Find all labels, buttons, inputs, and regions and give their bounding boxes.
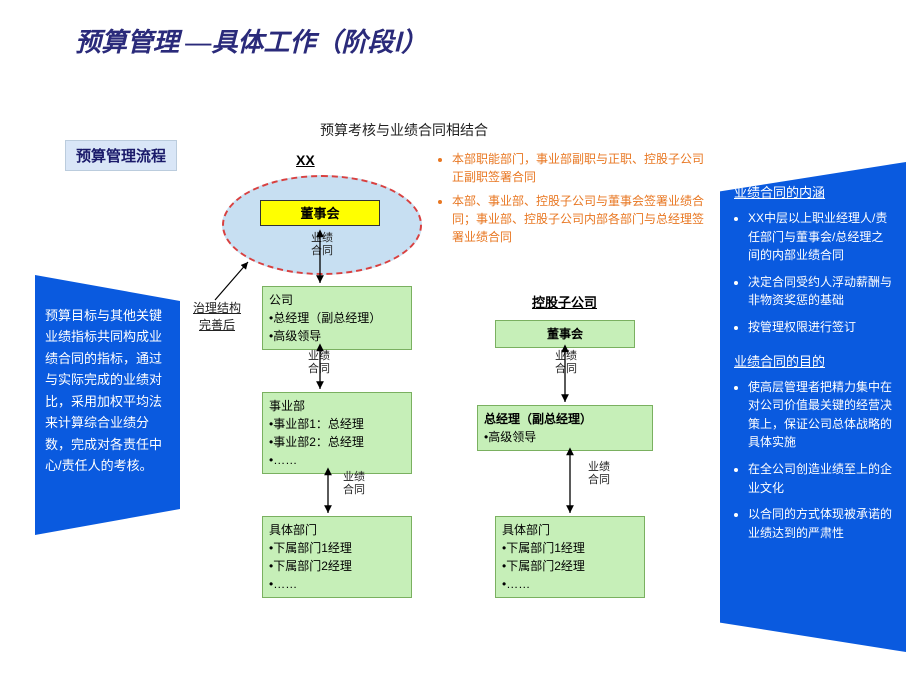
perf-contract-label-5: 业绩合同 [583, 461, 615, 487]
right-section-title-2: 业绩合同的目的 [734, 351, 894, 370]
flow-process-label: 预算管理流程 [65, 140, 177, 171]
subsidiary-board-box: 董事会 [495, 320, 635, 348]
governance-label: 治理结构完善后 [193, 300, 241, 334]
board-of-directors-box: 董事会 [260, 200, 380, 226]
gm-line-1: •高级领导 [484, 428, 646, 446]
perf-contract-label-2: 业绩合同 [303, 350, 335, 376]
right-bullet-2a: 使高层管理者把精力集中在对公司价值最关键的经营决策上，保证公司总体战略的具体实施 [748, 378, 894, 452]
subtitle: 预算考核与业绩合同相结合 [320, 120, 488, 140]
dept-header-left: 具体部门 [269, 521, 405, 539]
perf-contract-label-3: 业绩合同 [338, 471, 370, 497]
dept-box-left: 具体部门 •下属部门1经理 •下属部门2经理 •…… [262, 516, 412, 598]
orange-bullets: 本部职能部门，事业部副职与正职、控股子公司正副职签署合同 本部、事业部、控股子公… [438, 150, 708, 252]
dept-line-l3: •…… [269, 575, 405, 593]
orange-bullet-2: 本部、事业部、控股子公司与董事会签署业绩合同；事业部、控股子公司内部各部门与总经… [452, 192, 708, 246]
gm-header: 总经理（副总经理） [484, 410, 646, 428]
division-line-1: •事业部1：总经理 [269, 415, 405, 433]
subsidiary-label: 控股子公司 [532, 292, 597, 311]
right-section-title-1: 业绩合同的内涵 [734, 182, 894, 201]
perf-contract-label-1: 业绩合同 [306, 232, 338, 258]
division-line-2: •事业部2：总经理 [269, 433, 405, 451]
dept-header-right: 具体部门 [502, 521, 638, 539]
right-bullet-1b: 决定合同受约人浮动薪酬与非物资奖惩的基础 [748, 273, 894, 310]
orange-bullet-1: 本部职能部门，事业部副职与正职、控股子公司正副职签署合同 [452, 150, 708, 186]
gm-box: 总经理（副总经理） •高级领导 [477, 405, 653, 451]
xx-label: XX [296, 152, 315, 168]
page-title: 预算管理 —具体工作（阶段Ⅰ） [75, 22, 427, 59]
dept-line-l1: •下属部门1经理 [269, 539, 405, 557]
company-header: 公司 [269, 291, 405, 309]
right-bullet-1a: XX中层以上职业经理人/责任部门与董事会/总经理之间的内部业绩合同 [748, 209, 894, 265]
right-bullet-2c: 以合同的方式体现被承诺的业绩达到的严肃性 [748, 505, 894, 542]
right-info-panel: 业绩合同的内涵 XX中层以上职业经理人/责任部门与董事会/总经理之间的内部业绩合… [720, 162, 906, 652]
division-header: 事业部 [269, 397, 405, 415]
dept-line-r1: •下属部门1经理 [502, 539, 638, 557]
division-line-3: •…… [269, 451, 405, 469]
right-bullet-1c: 按管理权限进行签订 [748, 318, 894, 337]
dept-line-l2: •下属部门2经理 [269, 557, 405, 575]
dept-line-r2: •下属部门2经理 [502, 557, 638, 575]
division-box: 事业部 •事业部1：总经理 •事业部2：总经理 •…… [262, 392, 412, 474]
company-line-2: •高级领导 [269, 327, 405, 345]
dept-box-right: 具体部门 •下属部门1经理 •下属部门2经理 •…… [495, 516, 645, 598]
perf-contract-label-4: 业绩合同 [550, 350, 582, 376]
company-line-1: •总经理（副总经理） [269, 309, 405, 327]
dept-line-r3: •…… [502, 575, 638, 593]
left-description-panel: 预算目标与其他关键业绩指标共同构成业绩合同的指标，通过与实际完成的业绩对比，采用… [35, 275, 180, 535]
company-box: 公司 •总经理（副总经理） •高级领导 [262, 286, 412, 350]
right-bullet-2b: 在全公司创造业绩至上的企业文化 [748, 460, 894, 497]
